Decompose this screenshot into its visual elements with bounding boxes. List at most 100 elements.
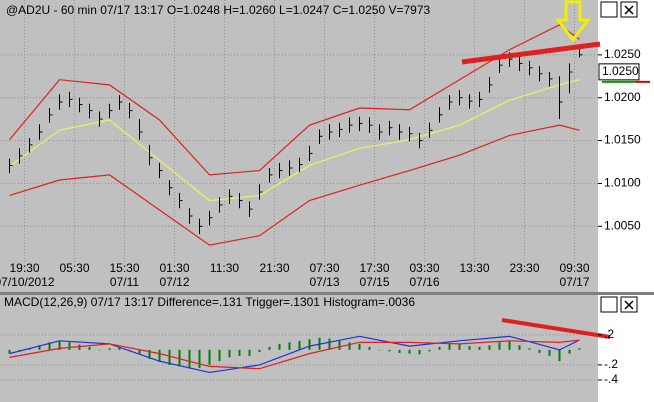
- chart-title: @AD2U - 60 min 07/17 13:17 O=1.0248 H=1.…: [6, 3, 430, 17]
- histogram-bar: [138, 349, 141, 355]
- trend-annotation: [461, 41, 601, 65]
- x-tick-label: 17:30: [359, 261, 389, 275]
- histogram-bar: [328, 338, 331, 350]
- x-tick-label: 11:30: [210, 261, 239, 275]
- indicator-line: [9, 24, 580, 176]
- histogram-bar: [368, 346, 371, 350]
- x-tick-label: 09:30: [559, 261, 589, 275]
- close-icon: [624, 5, 634, 15]
- histogram-bar: [468, 346, 471, 350]
- trend-annotation: [501, 318, 611, 339]
- y-tick-label: 1.0050: [604, 218, 641, 232]
- histogram-bar: [78, 344, 81, 350]
- y-tick-label: 1.0250: [604, 47, 641, 61]
- histogram-bar: [248, 349, 251, 356]
- histogram-bar: [258, 349, 261, 353]
- histogram-bar: [438, 346, 441, 350]
- histogram-bar: [128, 349, 131, 351]
- histogram-bar: [88, 346, 91, 350]
- y-tick-label: 1.0100: [604, 176, 641, 190]
- histogram-bar: [448, 343, 451, 350]
- histogram-bar: [508, 341, 511, 350]
- x-tick-label: 03:30: [409, 261, 439, 275]
- y-tick-label: 1.0150: [604, 133, 641, 147]
- y-tick-label: -.2: [604, 357, 618, 371]
- histogram-bar: [428, 349, 431, 352]
- macd-title: MACD(12,26,9) 07/17 13:17 Difference=.13…: [4, 295, 415, 309]
- x-tick-label: 21:30: [259, 261, 289, 275]
- histogram-bar: [498, 342, 501, 350]
- price-pane: [0, 0, 598, 292]
- x-date-label: 07/17: [559, 275, 589, 289]
- y-tick-label: 1.0200: [604, 90, 641, 104]
- histogram-bar: [548, 349, 551, 356]
- histogram-bar: [38, 345, 41, 350]
- histogram-bar: [568, 349, 571, 354]
- histogram-bar: [168, 349, 171, 365]
- histogram-bar: [418, 349, 421, 355]
- last-price-label: 1.0250: [602, 64, 639, 78]
- x-tick-label: 01:30: [159, 261, 189, 275]
- histogram-bar: [68, 342, 71, 350]
- x-tick-label: 07:30: [309, 261, 339, 275]
- x-tick-label: 15:30: [109, 261, 139, 275]
- histogram-bar: [558, 349, 561, 362]
- histogram-bar: [288, 342, 291, 350]
- x-date-label: 07/12: [159, 275, 189, 289]
- histogram-bar: [358, 343, 361, 350]
- histogram-bar: [578, 348, 581, 350]
- histogram-bar: [8, 349, 11, 354]
- x-date-label: 07/11: [110, 275, 139, 289]
- y-tick-label: .2: [604, 327, 614, 341]
- histogram-bar: [118, 347, 121, 350]
- x-date-label: 07/10/2012: [0, 275, 55, 289]
- histogram-bar: [108, 348, 111, 350]
- last-price-box: [598, 63, 640, 81]
- histogram-bar: [488, 345, 491, 350]
- x-tick-label: 23:30: [509, 261, 539, 275]
- histogram-bar: [268, 346, 271, 350]
- close-icon: [624, 300, 634, 310]
- histogram-bar: [58, 340, 61, 350]
- histogram-bar: [398, 349, 401, 353]
- histogram-bar: [238, 349, 241, 356]
- histogram-bar: [278, 343, 281, 350]
- y-tick-label: -.4: [604, 372, 618, 386]
- x-date-label: 07/13: [309, 275, 339, 289]
- x-date-label: 07/16: [409, 275, 439, 289]
- x-tick-label: 19:30: [9, 261, 39, 275]
- x-date-label: 07/15: [359, 275, 389, 289]
- histogram-bar: [338, 340, 341, 350]
- macd-plot: [0, 334, 598, 381]
- histogram-bar: [388, 349, 391, 352]
- histogram-bar: [198, 349, 201, 368]
- histogram-bar: [408, 349, 411, 354]
- x-tick-label: 13:30: [459, 261, 489, 275]
- indicator-line: [9, 339, 580, 370]
- x-tick-label: 05:30: [59, 261, 89, 275]
- price-axis-area: [598, 0, 654, 292]
- restore-button[interactable]: [600, 296, 618, 313]
- indicator-line: [9, 124, 580, 246]
- histogram-bar: [158, 349, 161, 362]
- histogram-bar: [348, 342, 351, 350]
- histogram-bar: [228, 349, 231, 358]
- histogram-bar: [518, 345, 521, 350]
- histogram-bar: [478, 346, 481, 350]
- histogram-bar: [298, 340, 301, 350]
- price-plot: 19:30 05:30 15:30 01:30 11:30 21:30 07:30 17:30…: [0, 0, 598, 289]
- restore-button[interactable]: [600, 1, 618, 18]
- histogram-bar: [538, 349, 541, 353]
- arrow-annotation: [555, 0, 591, 43]
- histogram-bar: [458, 343, 461, 350]
- histogram-bar: [188, 349, 191, 369]
- histogram-bar: [98, 349, 101, 351]
- histogram-bar: [148, 349, 151, 359]
- histogram-bar: [378, 349, 381, 351]
- histogram-bar: [48, 342, 51, 350]
- histogram-bar: [208, 349, 211, 365]
- macd-axis-area: [598, 295, 654, 402]
- indicator-line: [9, 79, 580, 202]
- histogram-bar: [528, 348, 531, 350]
